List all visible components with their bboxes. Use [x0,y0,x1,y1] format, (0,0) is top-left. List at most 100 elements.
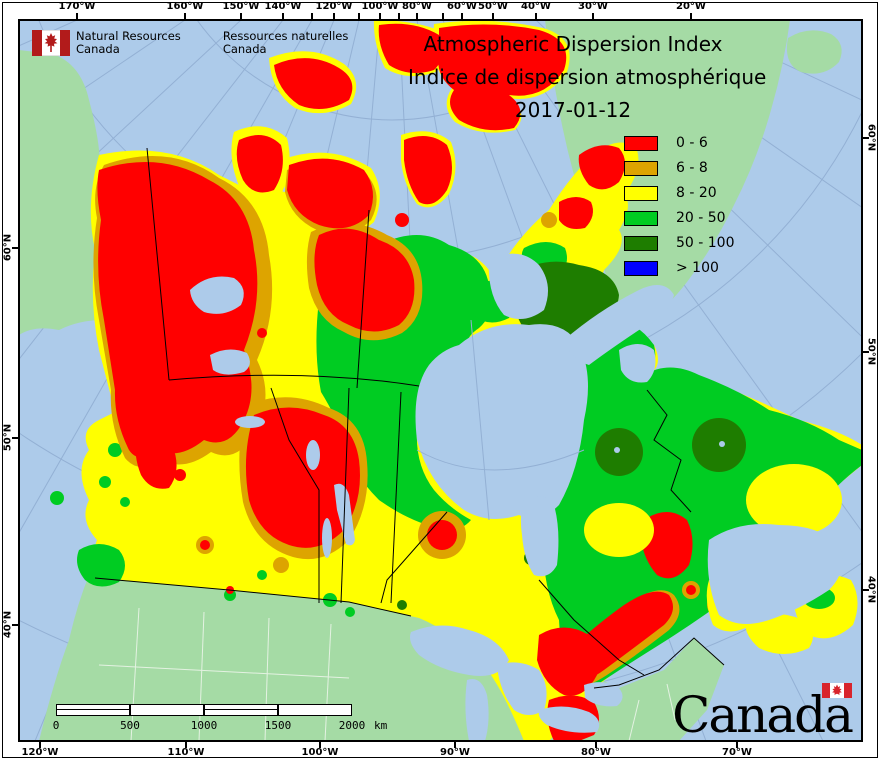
graticule-label: 70°W [722,747,752,758]
lake-erie [538,706,600,733]
title-en: Atmospheric Dispersion Index [423,32,723,56]
tick-mark [319,741,321,748]
tick-mark [592,13,594,20]
wordmark-text: Canada [672,686,854,744]
scale-bar: 0 500 1000 1500 2000 km [53,704,396,736]
tick-mark [379,13,381,20]
scale-bar-value: 1500 [264,719,292,732]
legend-swatch [624,161,658,176]
scale-bar-value: 0 [52,719,60,732]
tick-mark [862,589,869,591]
graticule-label: 100°W [361,1,399,12]
map-title: Atmospheric Dispersion Index Indice de d… [408,28,767,127]
legend-label: 6 - 8 [676,160,708,176]
canada-flag-icon [32,30,70,56]
graticule-label: 110°W [167,747,205,758]
graticule-label: 80°W [402,1,432,12]
tick-mark [76,13,78,20]
graticule-label: 50°N [2,423,14,452]
graticule-label: 40°W [521,1,551,12]
james-bay [520,496,559,577]
graticule-label: 40°N [865,575,877,604]
graticule-label: 30°W [578,1,608,12]
tick-mark [690,13,692,20]
legend-swatch [624,236,658,251]
legend-swatch [624,261,658,276]
tick-mark [185,741,187,748]
graticule-label: 120°W [315,1,353,12]
scale-bar-unit: km [374,719,388,732]
title-fr: Indice de dispersion atmosphérique [408,65,767,89]
tick-mark [39,741,41,748]
lake-michigan [465,679,489,741]
legend-label: 8 - 20 [676,185,717,201]
wordmark-flag-icon [822,683,852,698]
lake-athabasca [235,416,265,428]
legend-swatch [624,186,658,201]
tick-mark [454,741,456,748]
lake-ontario [584,682,623,707]
graticule-label: 60°N [865,123,877,152]
tick-mark [398,13,400,20]
legend-label: 20 - 50 [676,210,726,226]
graticule-label: 40°N [2,610,14,639]
scale-bar-segment [56,704,130,716]
graticule-label: 170°W [58,1,96,12]
graticule-label: 50°W [478,1,508,12]
tick-mark [12,624,19,626]
great-bear-lake [190,276,244,314]
graticule-label: 150°W [222,1,260,12]
scale-bar-value: 1000 [190,719,218,732]
nrcan-logo-text-fr: Ressources naturelles Canada [222,29,349,56]
tick-mark [862,351,869,353]
tick-mark [595,741,597,748]
scale-bar-segment [204,704,278,716]
hudson-bay [415,324,588,519]
tick-mark [184,13,186,20]
legend-swatch [624,136,658,151]
us-state-borders [98,607,676,741]
title-date: 2017-01-12 [514,98,632,122]
nrcan-logo: Natural Resources Canada Ressources natu… [32,30,348,56]
tick-mark [12,247,19,249]
nrcan-logo-text-en: Natural Resources Canada [76,29,181,56]
tick-mark [492,13,494,20]
legend-swatch [624,211,658,226]
hudson-strait [564,285,674,365]
graticule-label: 50°N [865,337,877,366]
haida-gwaii [50,491,64,505]
iceland [786,30,842,74]
ungava-bay [619,344,656,383]
map-canvas [19,20,862,741]
water-bodies [190,253,843,741]
graticule-label: 90°W [440,747,470,758]
legend-label: 50 - 100 [676,235,735,251]
tick-mark [333,13,335,20]
scale-bar-segment [278,704,352,716]
graticule-label: 80°W [581,747,611,758]
scale-bar-value: 2000 [338,719,366,732]
nova-scotia [745,613,813,654]
legend-label: > 100 [676,260,719,276]
tick-mark [416,13,418,20]
graticule-label: 100°W [301,747,339,758]
graticule-label: 140°W [264,1,302,12]
tick-mark [442,13,444,20]
province-borders [94,147,725,689]
graticule-label: 60°W [447,1,477,12]
legend-label: 0 - 6 [676,135,708,151]
tick-mark [240,13,242,20]
canada-wordmark: Canada [672,683,854,740]
graticule-overlay [416,319,585,521]
tick-mark [358,13,360,20]
scale-bar-segment [130,704,204,716]
gulf-of-st-lawrence [707,524,843,624]
scale-bar-value: 500 [120,719,140,732]
lake-superior [410,625,509,676]
tick-mark [461,13,463,20]
graticule-label: 20°W [676,1,706,12]
tick-mark [12,437,19,439]
tick-mark [311,13,313,20]
lake-huron [497,662,547,715]
